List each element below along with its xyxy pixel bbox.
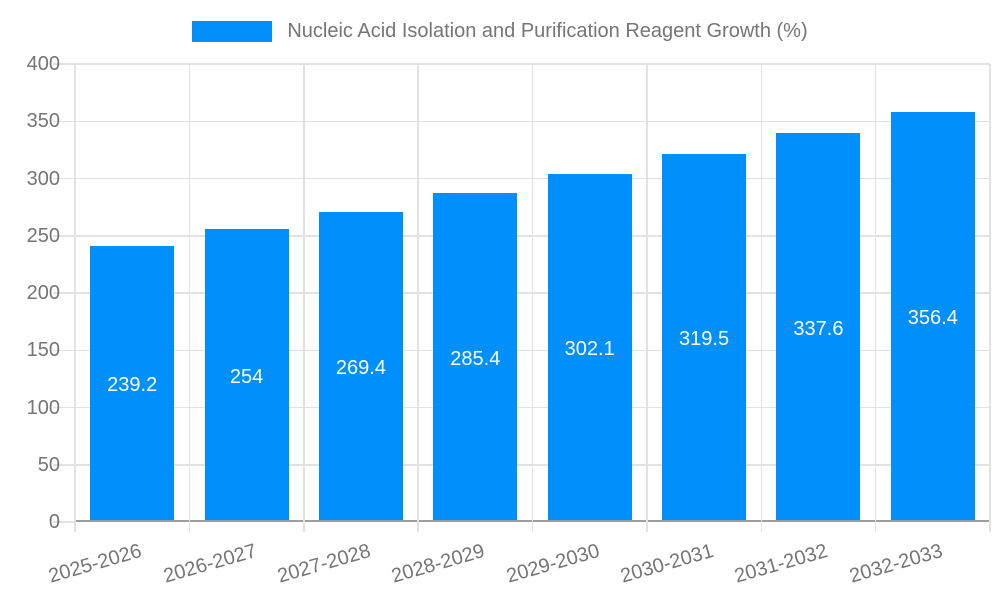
y-gridline bbox=[53, 292, 990, 294]
y-gridline bbox=[53, 464, 990, 466]
y-axis-tick-label: 0 bbox=[48, 511, 60, 533]
bar-value-label: 302.1 bbox=[564, 338, 615, 361]
bar-value-label: 337.6 bbox=[793, 317, 844, 340]
bar-value-label: 269.4 bbox=[335, 356, 386, 379]
y-gridline bbox=[53, 349, 990, 351]
y-axis-tick-label: 200 bbox=[26, 282, 60, 304]
bar-value-label: 319.5 bbox=[679, 328, 730, 351]
bar[interactable] bbox=[662, 154, 747, 520]
y-gridline bbox=[53, 63, 990, 65]
y-axis-tick-label: 50 bbox=[37, 453, 60, 476]
legend-label: Nucleic Acid Isolation and Purification … bbox=[287, 20, 808, 42]
y-gridline bbox=[53, 120, 990, 122]
y-axis-tick-label: 400 bbox=[26, 53, 60, 75]
bar[interactable] bbox=[776, 133, 861, 520]
bar[interactable] bbox=[90, 246, 175, 520]
y-gridline bbox=[53, 235, 990, 237]
y-axis-tick-label: 250 bbox=[26, 224, 60, 247]
x-gridline bbox=[989, 64, 991, 532]
bar[interactable] bbox=[890, 111, 975, 520]
x-gridline bbox=[188, 64, 191, 532]
y-axis-tick-label: 300 bbox=[26, 167, 60, 190]
bar[interactable] bbox=[433, 193, 518, 520]
plot-area: 0 50 100 150 200 250 300 350 400 239.2 2025-2026 25… bbox=[27, 53, 991, 588]
y-tick bbox=[53, 521, 75, 523]
bar-value-label: 239.2 bbox=[107, 374, 158, 397]
bar-value-label: 356.4 bbox=[907, 306, 958, 329]
y-axis-tick-label: 100 bbox=[26, 396, 60, 419]
y-gridline bbox=[53, 406, 990, 409]
x-gridline bbox=[874, 64, 877, 532]
x-gridline bbox=[74, 64, 76, 532]
y-axis-tick-label: 150 bbox=[26, 339, 60, 362]
legend-swatch bbox=[192, 21, 273, 42]
bar[interactable] bbox=[204, 229, 289, 520]
x-gridline bbox=[760, 64, 762, 532]
y-axis-tick-label: 350 bbox=[26, 110, 60, 133]
bar[interactable] bbox=[318, 211, 403, 520]
x-gridline bbox=[531, 64, 534, 532]
bar-value-label: 254 bbox=[229, 365, 264, 388]
x-gridline bbox=[303, 64, 305, 532]
x-gridline bbox=[417, 64, 419, 532]
bar[interactable] bbox=[547, 174, 632, 520]
y-gridline bbox=[53, 177, 990, 180]
legend[interactable]: Nucleic Acid Isolation and Purification … bbox=[0, 20, 1000, 43]
x-gridline bbox=[646, 64, 648, 532]
bar-value-label: 285.4 bbox=[450, 347, 501, 370]
